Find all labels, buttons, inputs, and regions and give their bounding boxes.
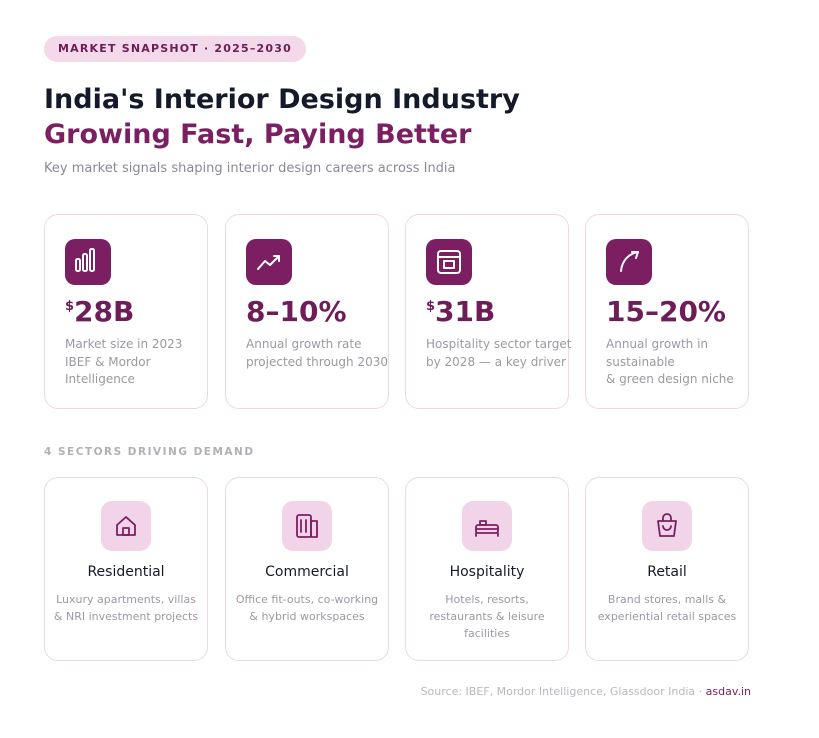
source: Source: IBEF, Mordor Intelligence, Glass… xyxy=(420,685,703,698)
sector-icon xyxy=(282,501,332,551)
icon xyxy=(657,513,677,537)
sector-card: Residential Luxury apartments, villas & NR… xyxy=(44,477,208,661)
desc-line: experiential retail spaces xyxy=(597,610,737,623)
desc-line: restaurants & leisure xyxy=(429,610,545,623)
sector-desc: Brand stores, malls & experiential retail… xyxy=(586,591,748,625)
icon xyxy=(620,251,639,272)
desc-line: by 2028 — a key driver xyxy=(426,354,566,369)
desc-line: sustainable xyxy=(606,354,675,369)
desc-line: Luxury apartments, villas xyxy=(56,593,196,606)
stat-card: 8–10% Annual growth rate projected through… xyxy=(225,214,389,409)
sector-desc: Hotels, resorts, restaurants & leisure fac… xyxy=(406,591,568,642)
sector-name: Hospitality xyxy=(449,564,525,580)
sector-name: Commercial xyxy=(265,564,349,580)
desc-line: Hospitality sector target xyxy=(426,337,572,351)
sector-card: Retail Brand stores, malls & experiential … xyxy=(585,477,749,661)
stat-number: 15–20% xyxy=(606,295,726,328)
icon xyxy=(296,514,318,538)
icon xyxy=(75,248,95,272)
stat-desc: Hospitality sector target by 2028 — a key… xyxy=(426,336,571,371)
desc-line: Brand stores, malls & xyxy=(607,593,727,606)
title-accent: Growing Fast, Paying Better xyxy=(44,119,472,150)
stat-card: $28B Market size in 2023 IBEF & Mordor Inte… xyxy=(44,214,208,409)
stat-value: 15–20% xyxy=(606,295,726,328)
sector-desc: Luxury apartments, villas & NRI investmen… xyxy=(45,591,207,625)
sector-name: Residential xyxy=(87,564,165,580)
stat-prefix: $ xyxy=(65,299,75,314)
sector-icon xyxy=(101,501,151,551)
stat-desc: Annual growth in sustainable & green desig… xyxy=(606,336,734,389)
desc-line: & NRI investment projects xyxy=(53,610,199,623)
stat-number: 28B xyxy=(74,295,135,328)
sector-card: Hospitality Hotels, resorts, restaurants &… xyxy=(405,477,569,661)
subtitle: Key market signals shaping interior desi… xyxy=(44,161,456,176)
icon xyxy=(116,516,136,536)
stat-card: 15–20% Annual growth in sustainable & green… xyxy=(585,214,749,409)
desc-line: & green design niche xyxy=(606,372,734,386)
site-link[interactable]: asdav.in xyxy=(705,685,751,698)
desc-line: IBEF & Mordor xyxy=(65,354,151,369)
desc-line: facilities xyxy=(464,627,510,640)
icon xyxy=(475,520,499,537)
stat-icon xyxy=(246,239,292,285)
stat-value: $31B xyxy=(426,295,495,328)
sector-icon xyxy=(462,501,512,551)
icon xyxy=(437,250,461,274)
stat-icon xyxy=(606,239,652,285)
sector-name: Retail xyxy=(647,564,687,580)
section-label: 4 SECTORS DRIVING DEMAND xyxy=(44,446,255,458)
sector-icon xyxy=(642,501,692,551)
stat-desc: Market size in 2023 IBEF & Mordor Intellig… xyxy=(65,336,182,389)
desc-line: Annual growth in xyxy=(606,337,709,351)
stat-value: $28B xyxy=(65,295,134,328)
desc-line: Annual growth rate xyxy=(246,337,362,351)
sector-card: Commercial Office fit-outs, co-working & h… xyxy=(225,477,389,661)
desc-line: Hotels, resorts, xyxy=(445,593,529,606)
icon xyxy=(257,255,280,270)
badge: MARKET SNAPSHOT · 2025–2030 xyxy=(44,36,306,62)
desc-line: Office fit-outs, co-working xyxy=(235,593,379,606)
stat-number: 31B xyxy=(435,295,496,328)
desc-line: & hybrid workspaces xyxy=(249,610,365,623)
stat-icon xyxy=(426,239,472,285)
desc-line: Intelligence xyxy=(65,372,135,386)
footer: Source: IBEF, Mordor Intelligence, Glass… xyxy=(421,685,751,698)
stat-prefix: $ xyxy=(426,299,436,314)
stat-value: 8–10% xyxy=(246,295,347,328)
desc-line: Market size in 2023 xyxy=(65,337,183,351)
stat-number: 8–10% xyxy=(246,295,347,328)
stat-icon xyxy=(65,239,111,285)
desc-line: projected through 2030 xyxy=(246,354,388,369)
stat-desc: Annual growth rate projected through 2030 xyxy=(246,336,388,371)
sector-desc: Office fit-outs, co-working & hybrid work… xyxy=(226,591,388,625)
stat-card: $31B Hospitality sector target by 2028 — a… xyxy=(405,214,571,409)
title: India's Interior Design Industry xyxy=(44,84,520,115)
